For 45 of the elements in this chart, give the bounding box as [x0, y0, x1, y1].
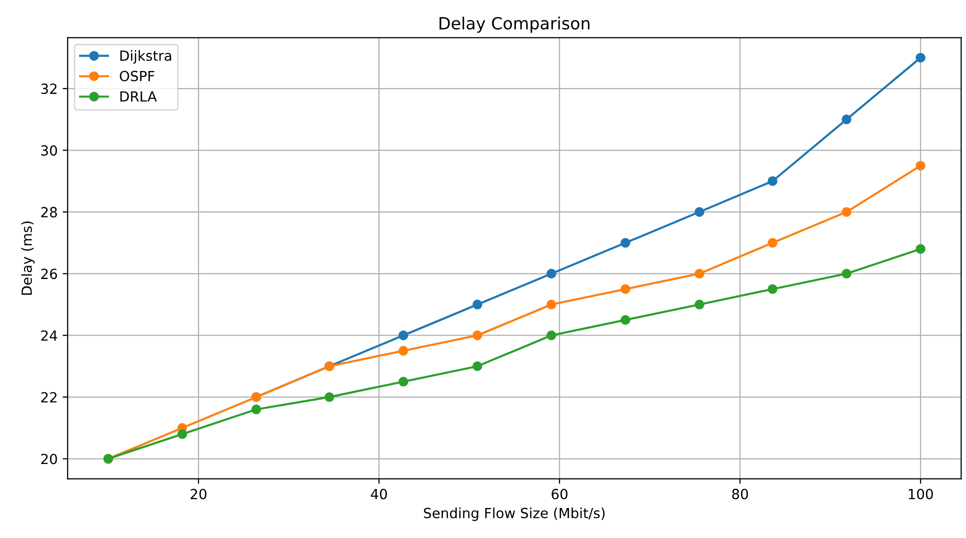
point [694, 268, 704, 279]
point [398, 346, 408, 356]
point [768, 176, 778, 186]
point [472, 361, 482, 372]
legend-label: OSPF [120, 70, 154, 82]
y-tick-label: 32 [41, 84, 57, 94]
x-tick-label: 20 [190, 488, 206, 500]
x-tick-label: 40 [370, 488, 387, 500]
point [546, 300, 556, 310]
point [398, 376, 408, 387]
point [177, 429, 188, 439]
point [916, 160, 926, 171]
legend-label: Dijkstra [120, 50, 172, 64]
y-tick-label: 22 [41, 392, 57, 402]
point [842, 207, 852, 217]
point [768, 284, 778, 294]
chart-title: Delay Comparison [440, 16, 590, 33]
point [620, 284, 630, 294]
point [546, 330, 556, 340]
y-axis-title: Delay (ms) [21, 222, 35, 295]
point [620, 315, 630, 325]
point [842, 114, 852, 124]
point [694, 300, 704, 310]
x-tick-label: 60 [552, 488, 568, 500]
y-tick-label: 28 [41, 206, 57, 218]
y-tick-label: 24 [41, 330, 58, 341]
point [472, 300, 482, 310]
y-tick-label: 26 [41, 268, 58, 280]
point [768, 238, 778, 248]
legend-label: DRLA [120, 91, 157, 102]
point [398, 330, 408, 340]
point [546, 268, 556, 279]
x-axis-title: Sending Flow Size (Mbit/s) [424, 508, 605, 521]
point [251, 404, 262, 414]
point [620, 238, 630, 248]
x-tick-label: 80 [732, 488, 748, 500]
y-tick-label: 20 [41, 454, 57, 464]
point [842, 268, 852, 279]
point [324, 392, 334, 402]
point [694, 207, 704, 217]
point [916, 52, 926, 63]
y-tick-label: 30 [41, 145, 57, 156]
point [916, 244, 926, 254]
point [472, 330, 482, 340]
x-tick-label: 100 [908, 488, 933, 500]
